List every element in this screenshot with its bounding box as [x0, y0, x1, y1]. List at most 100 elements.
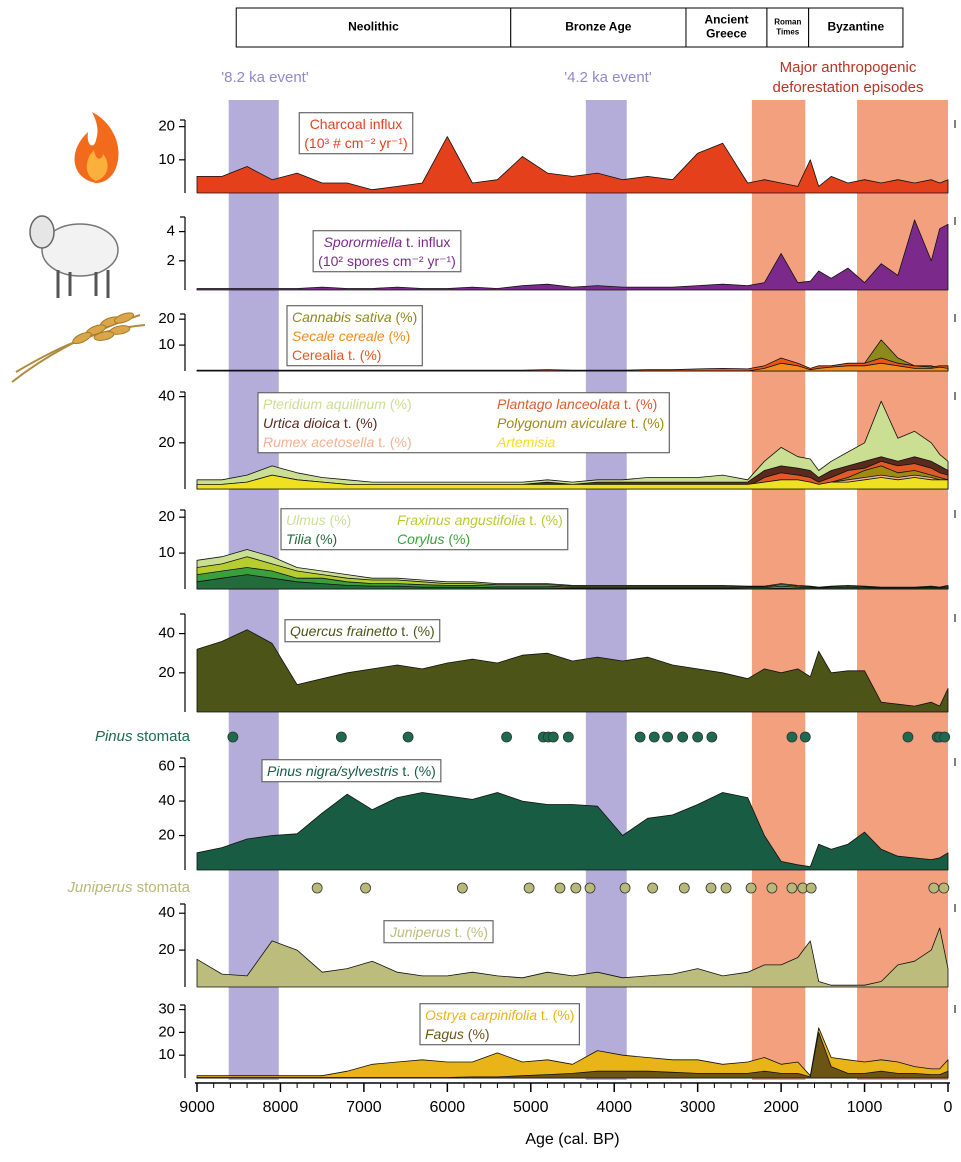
label-part: (%) — [392, 309, 418, 325]
label: (10³ # cm⁻² yr⁻¹) — [304, 135, 407, 151]
label-part: (%) — [312, 531, 338, 547]
event-band — [229, 100, 279, 1080]
label-part: t. (%) — [627, 415, 664, 431]
label: Pinus nigra/sylvestris t. (%) — [267, 763, 436, 779]
label: Polygonum aviculare t. (%) — [497, 415, 664, 431]
label-part: Urtica dioica — [263, 415, 340, 431]
y-tick-label: 20 — [158, 664, 175, 681]
label: Quercus frainetto t. (%) — [290, 623, 435, 639]
label: Artemisia — [496, 434, 556, 450]
stomata-dot — [787, 883, 797, 893]
period-label: Times — [776, 28, 800, 37]
stomata-dot — [649, 732, 659, 742]
area — [197, 793, 948, 871]
legend: Cannabis sativa (%)Secale cereale (%)Cer… — [287, 306, 422, 366]
stomata-dot — [548, 732, 558, 742]
label-part: Cannabis sativa — [292, 309, 392, 325]
stomata-dot — [457, 883, 467, 893]
label: (10² spores cm⁻² yr⁻¹) — [318, 253, 456, 269]
label-part: Ulmus — [286, 512, 326, 528]
label-part: Tilia — [286, 531, 312, 547]
label-part: Juniperus — [66, 879, 133, 896]
y-tick-label: 20 — [158, 508, 175, 525]
label: Juniperus stomata — [66, 879, 190, 896]
stomata-dot — [563, 732, 573, 742]
stomata-dot — [806, 883, 816, 893]
stomata-dot — [707, 732, 717, 742]
label-part: Juniperus — [389, 924, 451, 940]
label-part: Ostrya carpinifolia — [425, 1007, 537, 1023]
y-tick-label: 20 — [158, 1023, 175, 1040]
label-part: t. (%) — [340, 415, 377, 431]
y-tick-label: 10 — [158, 544, 175, 561]
label-part: t. (%) — [537, 1007, 574, 1023]
area — [197, 220, 948, 290]
stomata-dot — [648, 883, 658, 893]
label: Pteridium aquilinum (%) — [263, 396, 412, 412]
legend: Pteridium aquilinum (%) Urtica dioica t. … — [258, 393, 669, 453]
stomata-dot — [228, 732, 238, 742]
y-tick-label: 40 — [158, 625, 175, 642]
legend: Pinus nigra/sylvestris t. (%) — [262, 760, 441, 782]
period-label: Roman — [774, 18, 801, 27]
stomata-dot — [800, 732, 810, 742]
y-tick-label: 4 — [167, 223, 175, 240]
period-label: Bronze Age — [565, 20, 632, 34]
stomata-dot — [679, 883, 689, 893]
label: Tilia (%) — [286, 531, 337, 547]
label-part: Cerealia t. (%) — [292, 347, 381, 363]
legend: Ostrya carpinifolia t. (%) Fagus (%) — [420, 1004, 579, 1045]
event-label: '4.2 ka event' — [564, 69, 652, 86]
stomata-dot — [787, 732, 797, 742]
stomata-dot — [361, 883, 371, 893]
y-tick-label: 60 — [158, 758, 175, 775]
label: Cerealia t. (%) — [292, 347, 381, 363]
area — [197, 928, 948, 987]
label-part: (%) — [326, 512, 352, 528]
label-part: t. (%) — [451, 924, 488, 940]
label-part: (10² spores cm⁻² yr⁻¹) — [318, 253, 456, 269]
label: Corylus (%) — [397, 531, 470, 547]
label-part: Pinus — [95, 728, 133, 745]
y-tick-label: 40 — [158, 388, 175, 405]
stomata-dot — [585, 883, 595, 893]
label-part: Fraxinus angustifolia — [397, 512, 526, 528]
x-tick-label: 4000 — [596, 1099, 632, 1116]
y-tick-label: 10 — [158, 151, 175, 168]
label-part: Polygonum aviculare — [497, 415, 627, 431]
label-part: (%) — [444, 531, 470, 547]
label-part: Rumex acetosella — [263, 434, 374, 450]
stomata-dot — [620, 883, 630, 893]
legend: Juniperus t. (%) — [384, 921, 493, 943]
wheat-icon — [12, 311, 145, 382]
y-tick-label: 10 — [158, 336, 175, 353]
label: Urtica dioica t. (%) — [263, 415, 377, 431]
label: Fagus (%) — [425, 1026, 490, 1042]
event-label: deforestation episodes — [773, 79, 924, 96]
x-tick-label: 3000 — [680, 1099, 716, 1116]
x-tick-label: 2000 — [763, 1099, 799, 1116]
legend: Sporormiella t. influx(10² spores cm⁻² y… — [313, 231, 461, 272]
x-tick-label: 7000 — [346, 1099, 382, 1116]
label: Juniperus t. (%) — [389, 924, 488, 940]
stomata-dot — [312, 883, 322, 893]
stomata-dot — [721, 883, 731, 893]
label-part: (%) — [385, 328, 411, 344]
chart: NeolithicBronze AgeAncientGreeceRomanTim… — [0, 0, 961, 1162]
legend: Ulmus (%)Tilia (%)Fraxinus angustifolia … — [281, 509, 568, 550]
stomata-dot — [403, 732, 413, 742]
stomata-dot — [746, 883, 756, 893]
label-part: stomata — [132, 879, 190, 896]
y-tick-label: 10 — [158, 1046, 175, 1063]
label: Ostrya carpinifolia t. (%) — [425, 1007, 574, 1023]
label-part: stomata — [132, 728, 190, 745]
x-tick-label: 9000 — [179, 1099, 215, 1116]
label-part: (%) — [386, 396, 412, 412]
label: Plantago lanceolata t. (%) — [497, 396, 657, 412]
label-part: Fagus — [425, 1026, 464, 1042]
y-tick-label: 2 — [167, 252, 175, 269]
period-label: Ancient — [704, 13, 748, 27]
label-part: (10³ # cm⁻² yr⁻¹) — [304, 135, 407, 151]
stomata-dot — [663, 732, 673, 742]
x-tick-label: 1000 — [847, 1099, 883, 1116]
